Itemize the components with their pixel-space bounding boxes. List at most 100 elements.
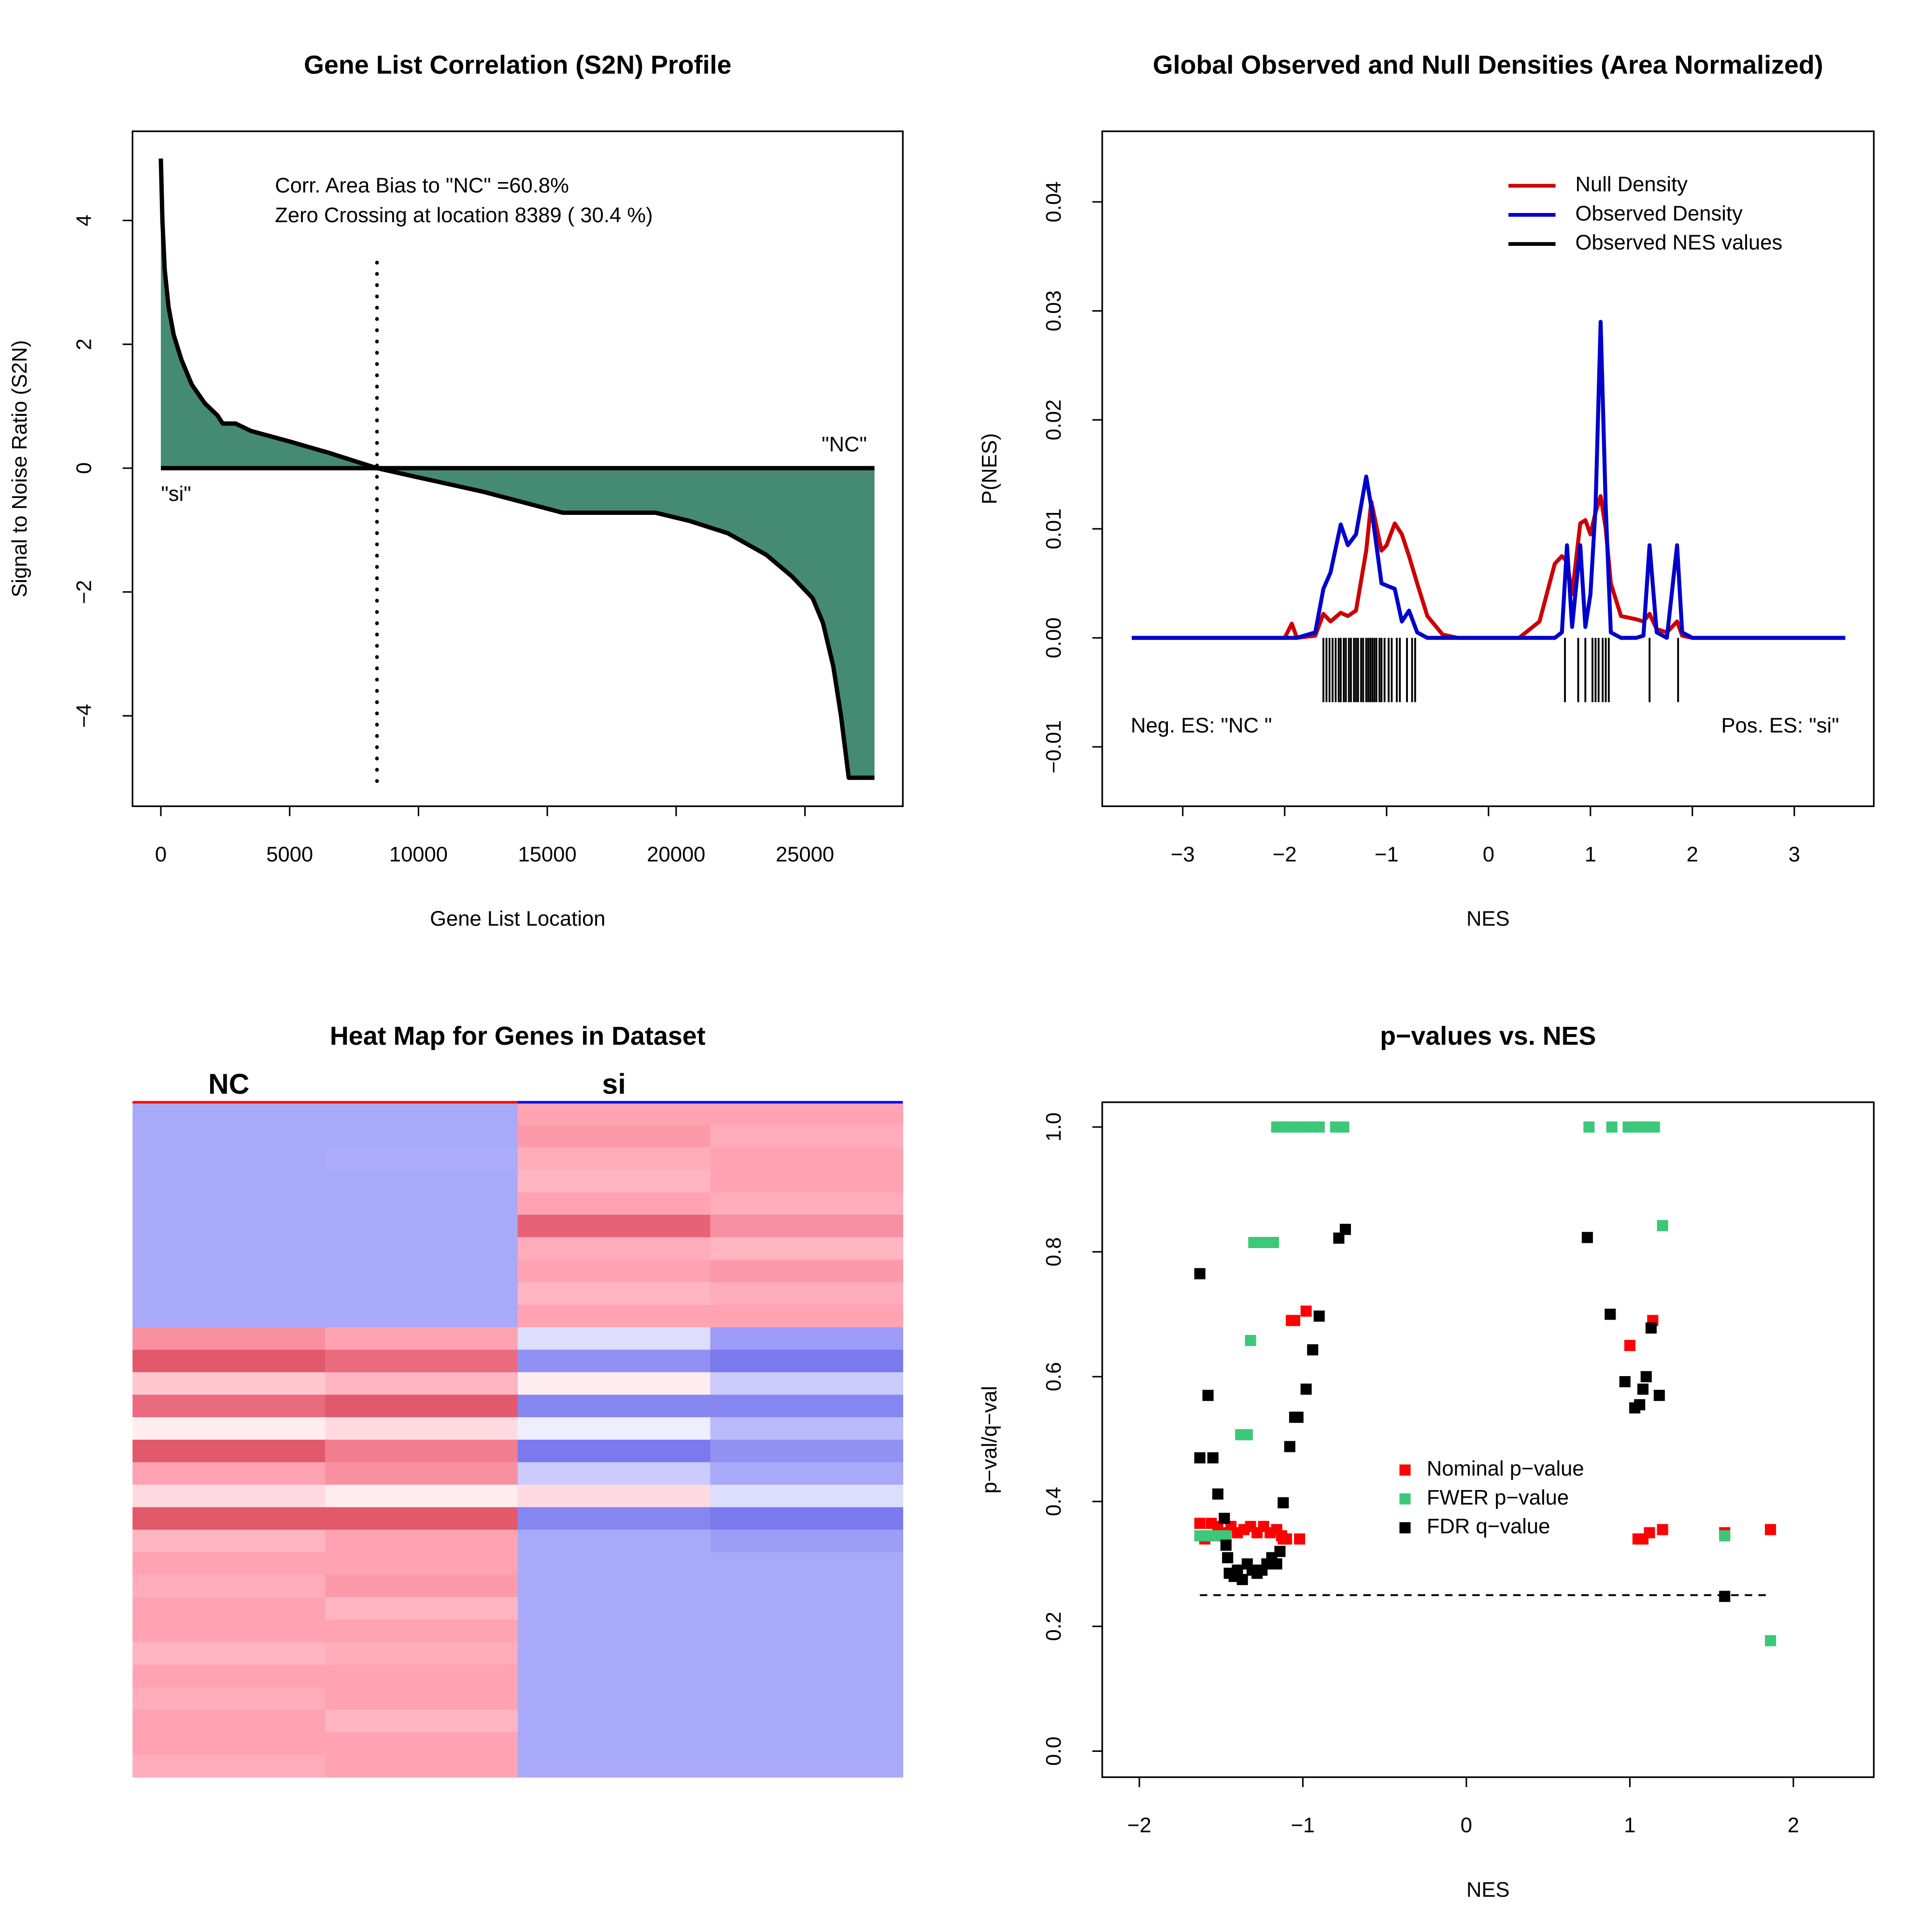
point (1236, 1574, 1248, 1585)
x-tick-label: 0 (1461, 1814, 1472, 1837)
heatmap-cell (517, 1619, 711, 1643)
y-axis-label: Signal to Noise Ratio (S2N) (8, 340, 31, 597)
heatmap-cell (517, 1439, 711, 1463)
point (1606, 1121, 1618, 1133)
heatmap-cell (517, 1732, 711, 1755)
y-tick-label: −2 (72, 580, 96, 604)
x-tick-label: 2 (1788, 1814, 1799, 1837)
heatmap-cell (517, 1575, 711, 1598)
heatmap-cell (132, 1192, 326, 1215)
chart-title: Heat Map for Genes in Dataset (330, 1022, 706, 1051)
heatmap-cell (710, 1754, 903, 1778)
y-tick-label: 1.0 (1042, 1112, 1065, 1142)
point (1207, 1452, 1219, 1463)
heatmap-cell (325, 1575, 518, 1598)
heatmap-cell (517, 1552, 711, 1576)
legend-swatch (1399, 1522, 1411, 1534)
heatmap-cell (325, 1754, 518, 1778)
heatmap-cell (325, 1597, 518, 1620)
y-tick-label: 0.8 (1042, 1237, 1065, 1267)
heatmap-cell (132, 1732, 326, 1755)
heatmap-cell (132, 1530, 326, 1553)
heatmap-cell (325, 1417, 518, 1440)
heatmap-cell (325, 1394, 518, 1418)
point (1278, 1497, 1289, 1508)
y-axis-label: p−val/q−val (978, 1386, 1001, 1493)
point (1284, 1441, 1295, 1452)
heatmap-cell (325, 1350, 518, 1373)
annotation: Pos. ES: "si" (1721, 714, 1839, 738)
x-axis-label: Gene List Location (430, 908, 605, 931)
heatmap-cell (710, 1237, 903, 1260)
x-axis-label: NES (1466, 908, 1510, 931)
heatmap-cell (710, 1327, 903, 1350)
heatmap-cell (325, 1687, 518, 1710)
heatmap-cell (132, 1552, 326, 1576)
heatmap-cell (710, 1169, 903, 1193)
heatmap-cell (325, 1169, 518, 1193)
y-tick-label: 0.04 (1042, 182, 1065, 223)
point (1653, 1390, 1665, 1401)
point (1637, 1383, 1649, 1395)
heatmap-cell (132, 1575, 326, 1598)
legend-label: FWER p−value (1427, 1486, 1569, 1509)
heatmap-cell (325, 1732, 518, 1755)
heatmap-cell (517, 1102, 711, 1125)
point (1765, 1635, 1776, 1647)
heatmap-cell (710, 1709, 903, 1733)
x-tick-label: 20000 (647, 843, 705, 866)
point (1657, 1220, 1668, 1232)
x-tick-label: −2 (1127, 1814, 1151, 1837)
point (1291, 1121, 1302, 1133)
x-tick-label: 3 (1789, 843, 1800, 866)
x-tick-label: 0 (1483, 843, 1494, 866)
heatmap-cell (325, 1507, 518, 1530)
x-tick-label: −1 (1375, 843, 1399, 866)
heatmap-cell (132, 1664, 326, 1688)
heatmap-cell (325, 1439, 518, 1463)
heatmap-cell (517, 1372, 711, 1395)
legend-label: Observed Density (1576, 202, 1743, 225)
plot-frame (1101, 1101, 1875, 1778)
point (1300, 1306, 1312, 1317)
heatmap-cell (517, 1282, 711, 1306)
heatmap-cell (517, 1214, 711, 1238)
heatmap-cell (710, 1552, 903, 1576)
heatmap-cell (132, 1102, 326, 1125)
x-tick-label: 25000 (776, 843, 834, 866)
heatmap-cell (325, 1462, 518, 1485)
point (1765, 1524, 1776, 1535)
y-tick-label: 0.01 (1042, 509, 1065, 550)
annotation: Corr. Area Bias to "NC" =60.8% (275, 174, 569, 198)
heatmap-cell (710, 1282, 903, 1306)
heatmap-cell (710, 1192, 903, 1215)
heatmap-cell (325, 1102, 518, 1125)
heatmap-cell (132, 1124, 326, 1148)
point (1313, 1310, 1325, 1322)
legend-label: Null Density (1576, 173, 1688, 196)
heatmap-cell (517, 1484, 711, 1508)
legend-swatch (1399, 1464, 1411, 1476)
group-label: NC (208, 1068, 249, 1100)
heatmap-cell (132, 1507, 326, 1530)
point (1313, 1121, 1325, 1133)
heatmap-cell (710, 1260, 903, 1283)
point (1220, 1530, 1232, 1542)
heatmap-cell (710, 1305, 903, 1328)
heatmap-cell (132, 1597, 326, 1620)
point (1241, 1429, 1253, 1440)
point (1281, 1533, 1293, 1545)
heatmap-cell (325, 1530, 518, 1553)
heatmap-cell (710, 1597, 903, 1620)
point (1212, 1488, 1223, 1500)
point (1219, 1513, 1230, 1524)
heatmap-cell (132, 1619, 326, 1643)
heatmap-cell (132, 1282, 326, 1306)
x-tick-label: 10000 (389, 843, 448, 866)
heatmap-cell (517, 1350, 711, 1373)
heatmap-cell (517, 1417, 711, 1440)
x-axis-label: NES (1466, 1878, 1510, 1902)
heatmap-cell (517, 1597, 711, 1620)
point (1634, 1399, 1646, 1410)
